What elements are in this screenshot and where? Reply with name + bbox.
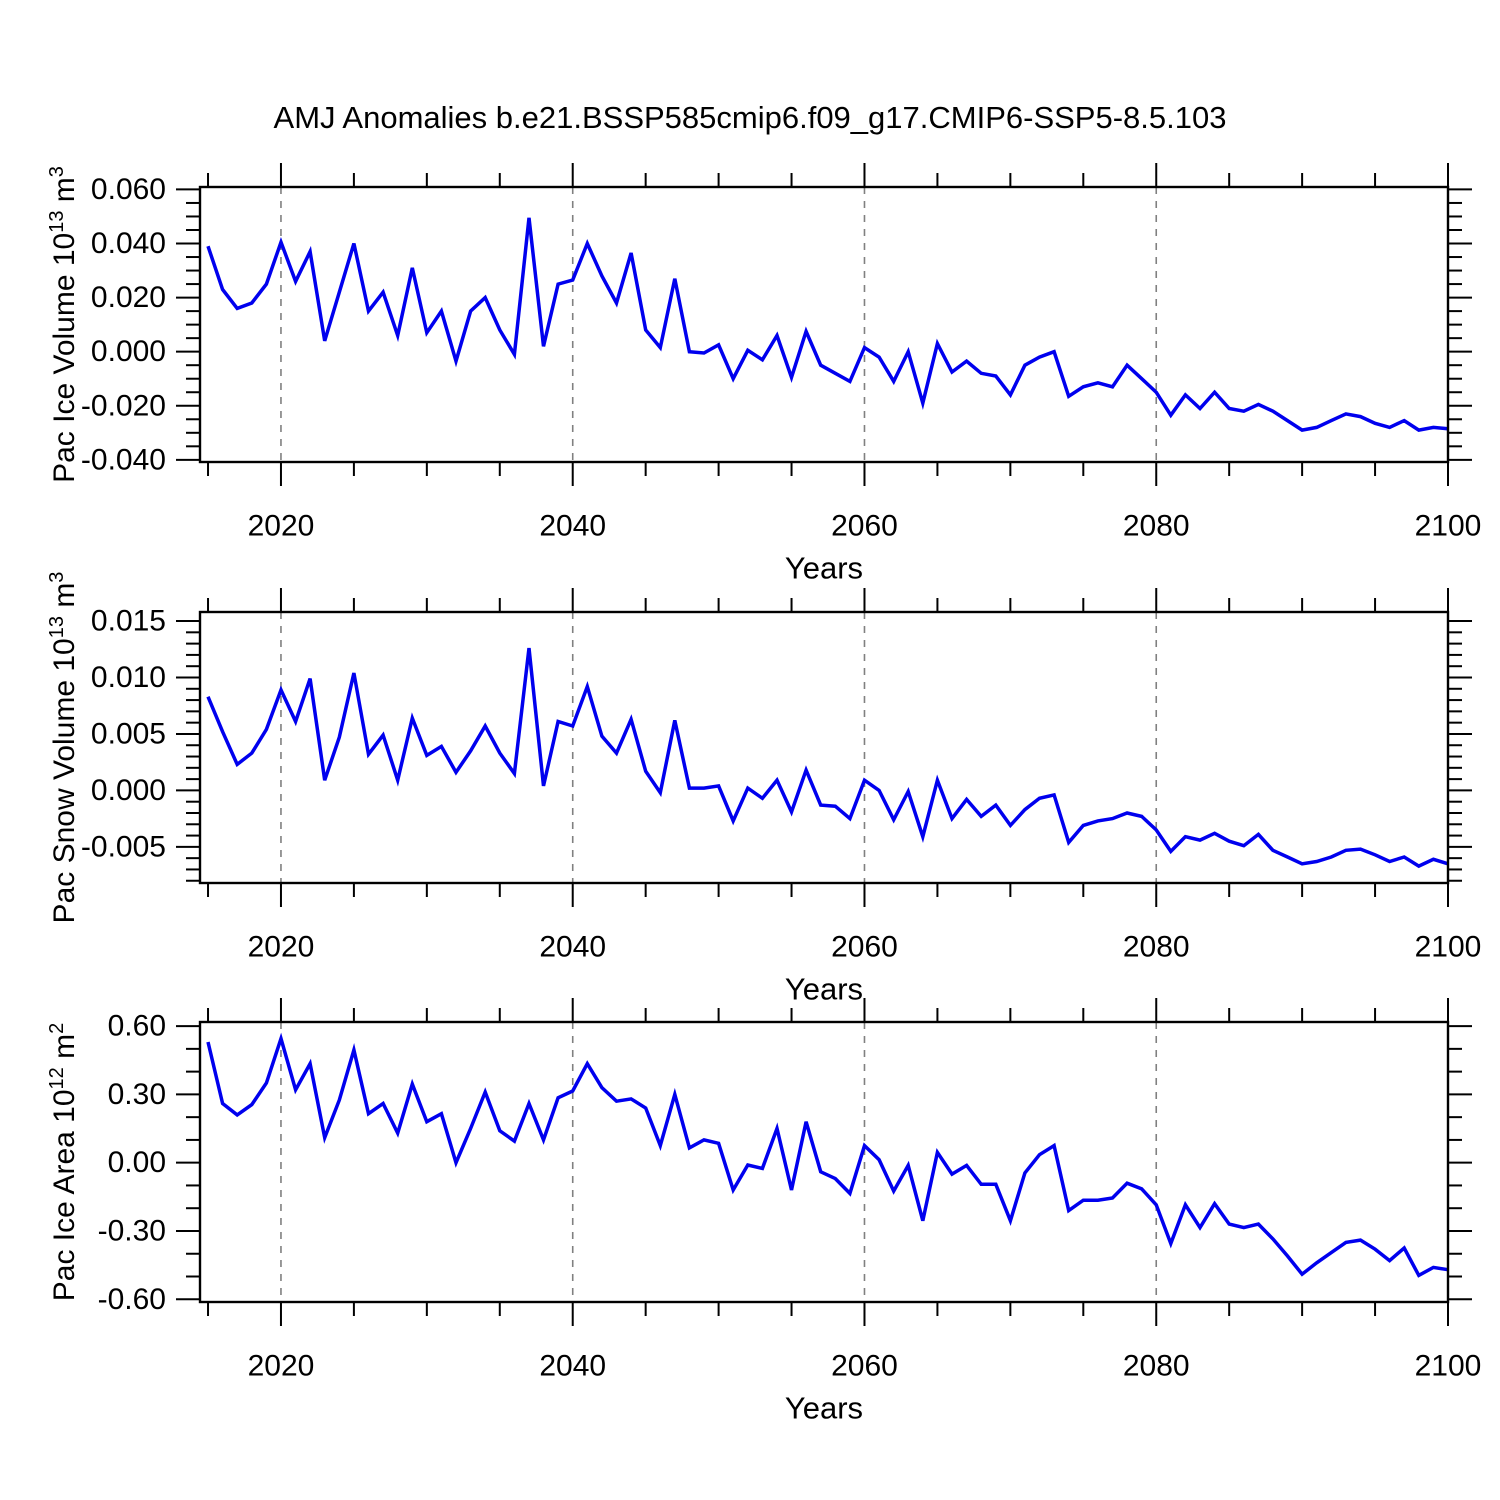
panel-3-ylabel-part: 2 [46,1023,68,1034]
panel-3-xtick-label: 2100 [1415,1350,1482,1383]
panel-3-ytick-label: -0.60 [98,1283,166,1316]
panel-3-ytick-label: -0.30 [98,1214,166,1247]
panel-1-ylabel: Pac Ice Volume 1013 m3 [46,166,81,483]
panel-2-ylabel-part: Pac Snow Volume 10 [48,638,81,923]
panel-1-ylabel-part: 13 [46,211,68,233]
panel-3-ytick-label: 0.00 [108,1146,166,1179]
panel-1-ytick-label: 0.020 [91,281,166,314]
panel-3-ytick-label: 0.30 [108,1078,166,1111]
panel-1-ylabel-part: 3 [46,166,68,177]
panel-1-xtick-label: 2100 [1415,510,1482,543]
panel-3-xtick-label: 2080 [1123,1350,1190,1383]
panel-2-xtick-label: 2100 [1415,931,1482,964]
panel-3-xtick-label: 2060 [831,1350,898,1383]
panel-1-xtick-label: 2040 [539,510,606,543]
panel-3-xtick-label: 2020 [248,1350,315,1383]
panel-2-ylabel-part: 13 [46,616,68,638]
panel-2-ytick-label: 0.005 [91,717,166,750]
chart-title: AMJ Anomalies b.e21.BSSP585cmip6.f09_g17… [273,100,1227,135]
panel-1-ytick-label: 0.040 [91,227,166,260]
panel-3-ylabel-part: m [48,1034,81,1067]
panel-2-data-line [206,647,1449,869]
panel-1-data-line [206,217,1449,432]
panel-3-ylabel-part: 12 [46,1067,68,1089]
panel-2-frame [198,610,1450,885]
panel-3-data-line [206,1032,1449,1278]
panel-2-ytick-label: 0.000 [91,774,166,807]
panel-2-ylabel: Pac Snow Volume 1013 m3 [46,572,81,924]
panel-1-ytick-label: -0.040 [81,443,166,476]
panel-3-ylabel: Pac Ice Area 1012 m2 [46,1023,81,1302]
panel-2-xtick-label: 2040 [539,931,606,964]
panel-1-xtick-label: 2060 [831,510,898,543]
panel-1-frame [198,185,1450,464]
panel-1-ytick-label: 0.000 [91,335,166,368]
panel-2-xtick-label: 2020 [248,931,315,964]
panel-1-xlabel: Years [785,551,863,586]
panel-1-ylabel-part: Pac Ice Volume 10 [48,233,81,483]
panel-2-ytick-label: -0.005 [81,830,166,863]
panel-1-ylabel-part: m [48,177,81,210]
panel-1-ytick-label: 0.060 [91,173,166,206]
panel-2-ylabel-part: 3 [46,572,68,583]
panel-2-xtick-label: 2080 [1123,931,1190,964]
panel-2-xlabel: Years [785,972,863,1007]
panel-2-ylabel-part: m [48,583,81,616]
panel-2-xtick-label: 2060 [831,931,898,964]
panel-2-ytick-label: 0.015 [91,605,166,638]
panel-3-ylabel-part: Pac Ice Area 10 [48,1089,81,1301]
panel-3-xlabel: Years [785,1391,863,1426]
panel-3-xtick-label: 2040 [539,1350,606,1383]
panel-2-ytick-label: 0.010 [91,661,166,694]
panel-3-frame [198,1020,1450,1304]
panel-3-ytick-label: 0.60 [108,1010,166,1043]
panel-1-xtick-label: 2080 [1123,510,1190,543]
panel-1-ytick-label: -0.020 [81,389,166,422]
panel-1-xtick-label: 2020 [248,510,315,543]
